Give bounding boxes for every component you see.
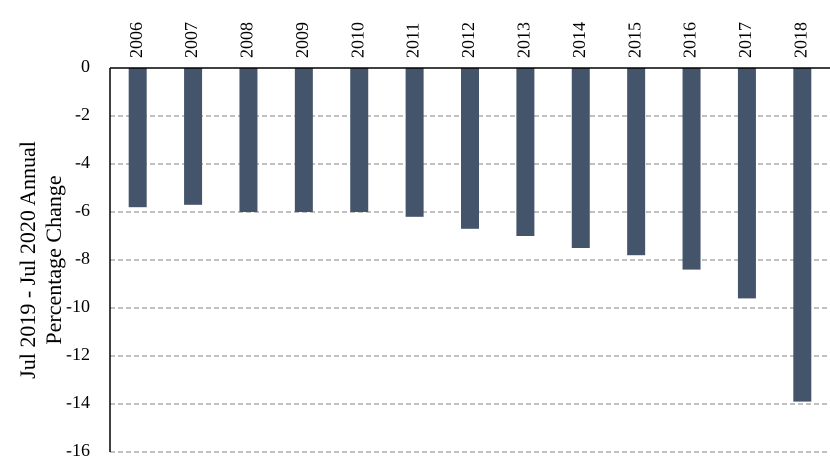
x-tick-label: 2007 xyxy=(181,22,201,58)
bar xyxy=(571,68,590,248)
y-axis-label: Percentage Change xyxy=(41,175,66,344)
bar xyxy=(516,68,535,236)
x-tick-label: 2016 xyxy=(680,22,700,58)
bar xyxy=(682,68,701,270)
x-tick-label: 2006 xyxy=(126,22,146,58)
bar xyxy=(239,68,258,212)
x-tick-label: 2014 xyxy=(569,22,589,58)
x-tick-label: 2018 xyxy=(790,22,810,58)
x-tick-label: 2008 xyxy=(237,22,257,58)
bar xyxy=(461,68,479,229)
bar xyxy=(294,68,313,212)
bar xyxy=(405,68,424,217)
x-tick-label: 2015 xyxy=(624,22,644,58)
bar xyxy=(737,68,756,299)
y-tick-label: -16 xyxy=(66,440,90,460)
bar xyxy=(184,68,203,205)
bar xyxy=(627,68,646,256)
x-tick-label: 2017 xyxy=(735,22,755,58)
y-tick-label: -12 xyxy=(66,344,90,364)
x-tick-label: 2009 xyxy=(292,22,312,58)
bar xyxy=(128,68,147,208)
y-tick-label: -4 xyxy=(75,152,90,172)
y-tick-label: 0 xyxy=(81,56,90,76)
x-tick-label: 2013 xyxy=(514,22,534,58)
bar xyxy=(793,68,812,402)
y-tick-label: -10 xyxy=(66,296,90,316)
y-tick-label: -2 xyxy=(75,104,90,124)
y-tick-label: -6 xyxy=(75,200,90,220)
bar xyxy=(350,68,369,212)
y-axis-label: Jul 2019 - Jul 2020 Annual xyxy=(15,141,40,379)
x-tick-label: 2011 xyxy=(403,23,423,58)
y-tick-label: -14 xyxy=(66,392,90,412)
x-tick-label: 2010 xyxy=(347,22,367,58)
x-tick-label: 2012 xyxy=(458,22,478,58)
y-tick-label: -8 xyxy=(75,248,90,268)
